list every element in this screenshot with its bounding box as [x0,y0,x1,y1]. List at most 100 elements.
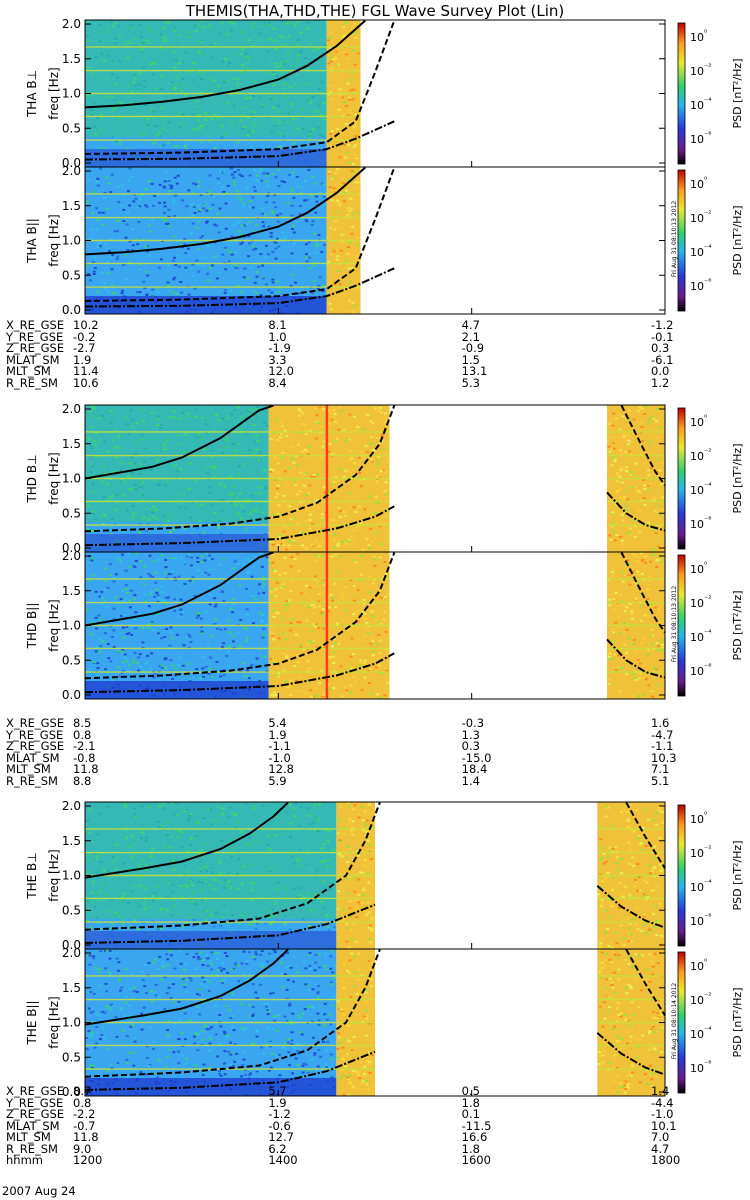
ephemeris-value: -11.5 [461,1118,492,1133]
ephemeris-label: MLT_SM [6,1130,51,1144]
colorbar-label: PSD [nT²/Hz] [731,987,744,1057]
y-tick-label: 1.0 [62,869,81,883]
ephemeris-value: 1.9 [268,727,287,742]
colorbar-tick: 10 [690,416,704,429]
colorbar [677,22,686,165]
colorbar-tick-exp: ⁰ [704,413,707,422]
ephemeris-label: Z_RE_GSE [6,341,65,355]
y-tick-label: 0.5 [62,506,81,520]
colorbar-tick-exp: ⁰ [704,175,707,184]
ephemeris-value: -2.2 [73,1107,96,1121]
ephemeris-value: -1.1 [651,739,674,753]
ephemeris-label: X_RE_GSE [6,318,65,332]
ephemeris-value: -1.0 [268,750,291,765]
ephemeris-value: 13.1 [461,364,488,378]
ephemeris-label: MLAT_SM [6,750,60,765]
low-curve [84,903,376,944]
ephemeris-label: Z_RE_GSE [6,1107,65,1121]
y-tick-label: 0.0 [62,688,81,702]
low-curve-right [606,491,666,532]
colorbar [677,804,686,947]
colorbar-label: PSD [nT²/Hz] [731,443,744,513]
low-curve [84,652,395,694]
low-curve [84,267,395,308]
ephemeris-label: Y_RE_GSE [6,1095,64,1110]
colorbar-tick: 10 [690,31,704,44]
colorbar-tick: 10 [690,450,704,463]
low-curve-right [596,1032,666,1076]
colorbar-tick-exp: ⁻⁶ [704,662,711,671]
ephemeris-label: Z_RE_GSE [6,739,65,753]
ephemeris-label: R_RE_SM [6,1141,58,1156]
y-tick-label: 0.0 [62,541,81,555]
y-tick-label: 1.5 [62,199,81,213]
colorbar-tick-exp: ⁻² [704,594,711,603]
ephemeris-value: 1.2 [651,375,670,390]
panel-label: THD B⊥ [25,454,39,503]
ephemeris-value: 11.8 [73,762,99,776]
ephemeris-value: 1600 [461,1153,491,1167]
ephemeris-value: -1.2 [268,1107,291,1121]
ephemeris-value: -6.1 [651,352,674,367]
ephemeris-value: 5.9 [268,773,287,788]
y-tick-label: 0.0 [62,303,81,317]
ephemeris-value: 12.7 [268,1130,294,1144]
spike-line [325,405,329,552]
ephemeris-label: MLAT_SM [6,1118,60,1133]
colorbar-tick-exp: ⁻⁴ [704,628,711,637]
ephemeris-value: 2.1 [461,329,480,344]
y-tick-label: 0.0 [62,1085,81,1099]
ephemeris-value: 4.7 [651,1141,670,1156]
ephemeris-value: 1.9 [73,352,92,367]
low-frequency-band [85,296,327,314]
y-tick-label: 0.5 [62,903,81,917]
ephemeris-value: -0.6 [268,1118,291,1133]
colorbar-tick: 10 [690,484,704,497]
ephemeris-value: 10.6 [73,375,99,390]
ephemeris-value: 10.1 [651,1118,677,1133]
colorbar-tick-exp: ⁻⁶ [704,277,711,286]
panel-label: THD B|| [25,603,39,650]
y-axis-label: freq [Hz] [47,214,61,266]
half-fce-curve [84,802,381,931]
colorbar-tick: 10 [690,99,704,112]
ephemeris-value: 8.7 [73,1084,92,1098]
colorbar-label: PSD [nT²/Hz] [731,590,744,660]
ephemeris-label: hhmm [6,1153,43,1167]
y-axis-label: freq [Hz] [47,996,61,1048]
ephemeris-value: 1.6 [651,716,670,730]
y-tick-label: 0.5 [62,121,81,135]
colorbar-tick-exp: ⁻² [704,62,711,71]
y-tick-label: 1.0 [62,472,81,486]
timestamp-stamp: Fri Aug 31 08:10:13 2012 [671,586,678,663]
ephemeris-value: 18.4 [461,762,488,776]
ephemeris-value: 1400 [268,1153,298,1167]
half-fce-curve-right [625,949,666,1017]
colorbar-tick: 10 [690,1062,704,1075]
fce-curve [84,948,289,1026]
ephemeris-value: 5.4 [268,716,287,730]
colorbar-tick-exp: ⁰ [704,810,707,819]
ephemeris-value: 9.0 [73,1141,92,1156]
colorbar-tick: 10 [690,133,704,146]
ephemeris-value: 12.8 [268,762,294,776]
colorbar-tick-exp: ⁻² [704,844,711,853]
ephemeris-value: 5.7 [268,1084,287,1098]
ephemeris-value: 8.8 [73,773,92,788]
y-tick-label: 2.0 [62,402,81,416]
ephemeris-value: 1200 [73,1153,103,1167]
ephemeris-label: Y_RE_GSE [6,727,64,742]
ephemeris-value: 10.2 [73,318,99,332]
ephemeris-value: -1.2 [651,318,674,332]
ephemeris-value: 0.8 [73,1095,92,1110]
colorbar-tick: 10 [690,212,704,225]
colorbar [677,169,686,312]
ephemeris-value: 8.5 [73,716,92,730]
y-tick-label: 0.0 [62,156,81,170]
ephemeris-value: 8.1 [268,318,287,332]
